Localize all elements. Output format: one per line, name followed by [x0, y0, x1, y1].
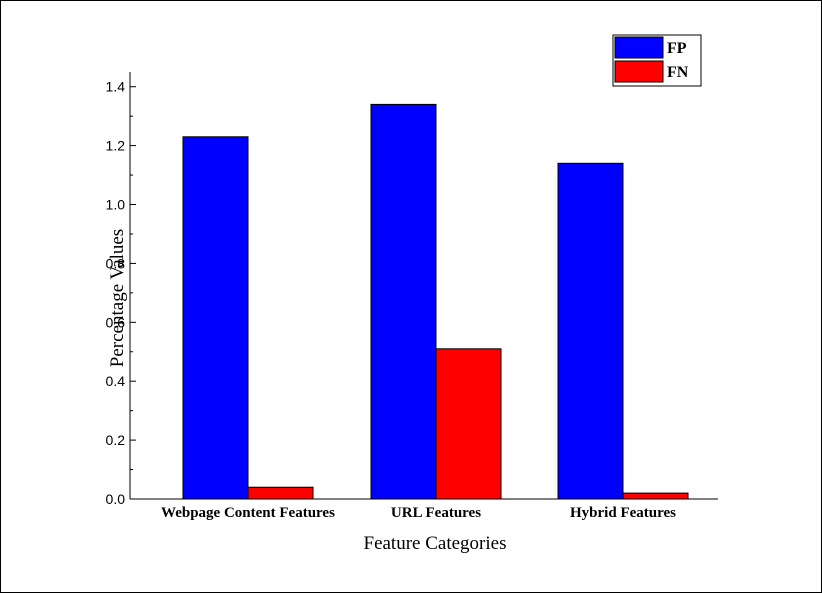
legend-swatch-fn — [615, 61, 663, 82]
y-tick-label: 0.4 — [106, 373, 126, 389]
bar-fn-3 — [623, 493, 688, 499]
x-tick-label: Webpage Content Features — [161, 505, 335, 521]
y-tick-label: 1.0 — [106, 197, 126, 213]
bar-fp-2 — [371, 104, 436, 499]
bar-fn-1 — [248, 487, 313, 499]
y-tick-label: 1.4 — [106, 79, 126, 95]
bar-fn-2 — [436, 349, 501, 499]
legend: FP FN — [613, 35, 701, 86]
x-tick-label: URL Features — [391, 505, 481, 521]
x-axis-title: Feature Categories — [364, 533, 507, 554]
bar-fp-3 — [558, 163, 623, 499]
bar-fp-1 — [183, 137, 248, 499]
x-tick-label: Hybrid Features — [570, 505, 676, 521]
y-tick-label: 0.0 — [106, 491, 126, 507]
legend-label-fn: FN — [667, 64, 689, 81]
y-tick-label: 0.2 — [106, 432, 126, 448]
legend-label-fp: FP — [667, 40, 687, 57]
legend-swatch-fp — [615, 37, 663, 58]
y-tick-label: 1.2 — [106, 138, 126, 154]
y-axis-title: Percentage Values — [107, 229, 128, 367]
